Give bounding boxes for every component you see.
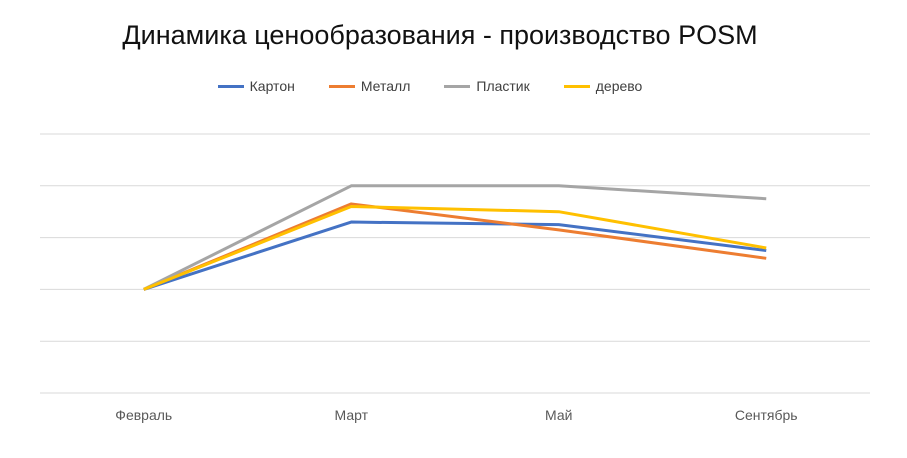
legend-swatch-metall [328, 84, 355, 88]
legend-label-metall: Металл [360, 78, 411, 94]
series-lines [143, 184, 767, 291]
legend-label-derevo: дерево [595, 78, 643, 94]
legend-label-karton: Картон [249, 78, 295, 94]
gridlines [40, 133, 870, 394]
series-line-3 [143, 205, 767, 291]
legend: Картон Металл Пластик дерево [0, 78, 860, 94]
x-tick-label: Март [335, 407, 369, 423]
legend-item-karton: Картон [217, 78, 295, 94]
legend-swatch-karton [217, 84, 244, 88]
legend-swatch-derevo [563, 84, 590, 88]
chart-title: Динамика ценообразования - производство … [122, 20, 758, 50]
x-tick-label: Май [545, 407, 572, 423]
legend-item-derevo: дерево [563, 78, 643, 94]
series-line-2 [143, 184, 767, 291]
x-axis-tick-labels: Февраль Март Май Сентябрь [115, 407, 797, 423]
legend-item-plastik: Пластик [444, 78, 530, 94]
x-tick-label: Сентябрь [735, 407, 798, 423]
x-tick-label: Февраль [115, 407, 172, 423]
legend-label-plastik: Пластик [476, 78, 530, 94]
legend-item-metall: Металл [328, 78, 411, 94]
legend-swatch-plastik [444, 84, 471, 88]
series-line-1 [143, 202, 767, 291]
series-line-0 [143, 220, 767, 291]
